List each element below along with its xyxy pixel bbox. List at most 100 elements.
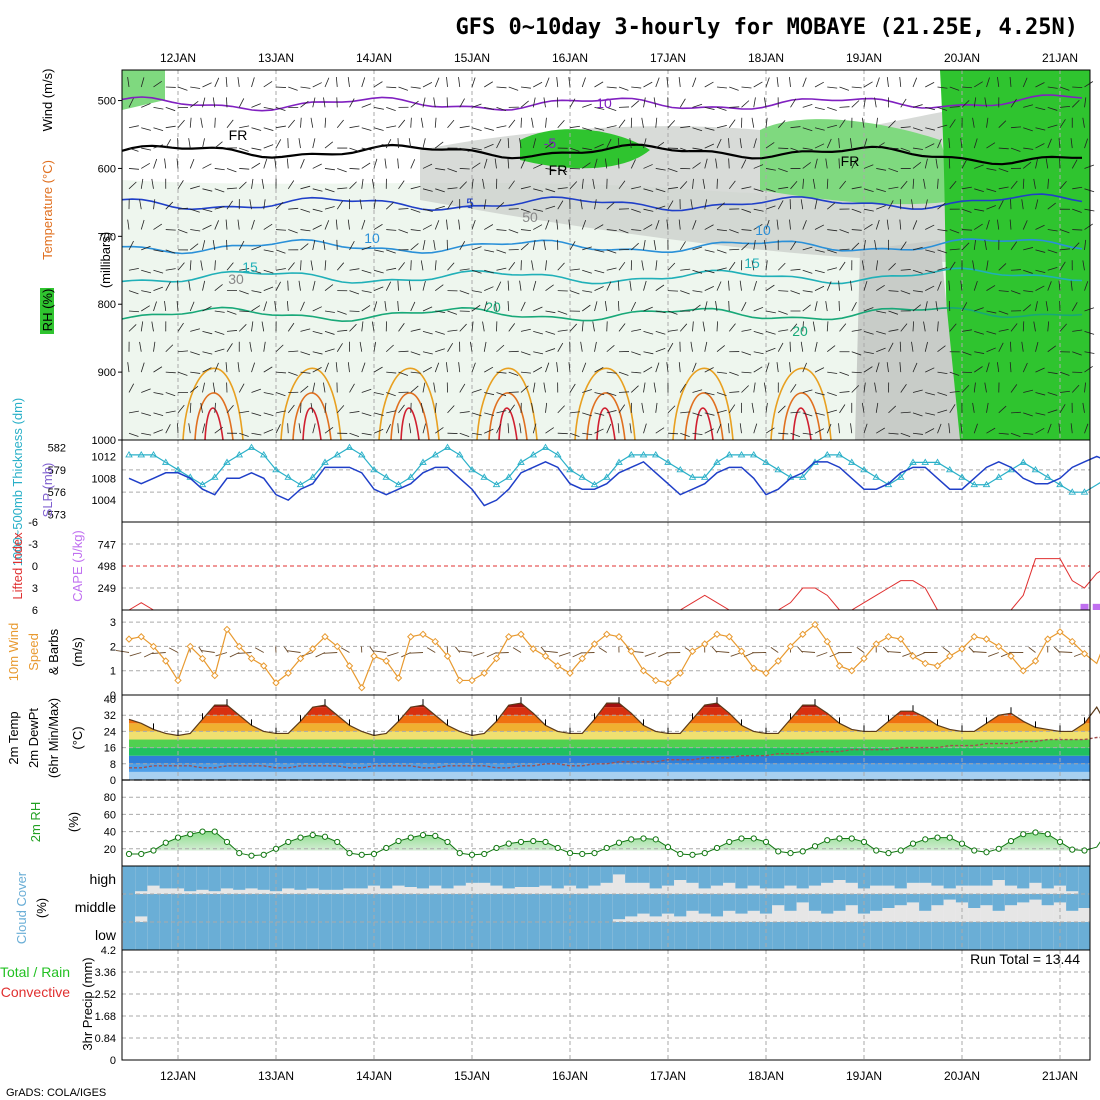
cloud-cell-fill <box>343 894 356 922</box>
wind-barb <box>251 219 255 230</box>
wind-barb <box>1047 86 1058 89</box>
wind-barb <box>190 243 199 251</box>
wind-barb <box>925 249 936 253</box>
cloud-cell-fill <box>122 894 136 922</box>
cloud-unit-label: (%) <box>34 898 49 918</box>
wind-barb <box>874 97 877 108</box>
wind-barb <box>1059 404 1066 414</box>
wind-barb <box>727 423 730 434</box>
contour-label: 20 <box>792 323 808 339</box>
cloud-cell-fill <box>1066 866 1079 892</box>
wind-barb <box>1010 323 1018 332</box>
wind-barb <box>1035 224 1045 230</box>
date-label-bottom: 20JAN <box>944 1069 980 1083</box>
wind-barb <box>1021 341 1024 352</box>
wind-barb <box>1010 199 1012 210</box>
wind-barb <box>875 77 880 88</box>
cloud-cell-fill <box>968 866 981 886</box>
wind-barb <box>839 106 850 108</box>
wind-barb <box>629 280 632 291</box>
wind-barb <box>398 404 405 414</box>
wind-barb <box>778 310 788 315</box>
wind-barb <box>141 147 152 151</box>
wind-barb <box>618 180 626 190</box>
wind-barb <box>410 117 412 128</box>
thickness-point <box>357 451 366 458</box>
wind-barb <box>924 199 928 210</box>
wind-barb <box>349 323 357 332</box>
wind-barb <box>251 103 261 108</box>
wind-barb <box>765 427 775 434</box>
wind-barb <box>728 119 736 128</box>
wind-barb <box>520 208 531 213</box>
wind-barb <box>1035 285 1045 291</box>
wind-barb <box>455 646 461 653</box>
wind-barb <box>729 229 739 234</box>
wind-barb <box>459 290 470 295</box>
cloud-cell-fill <box>282 894 295 922</box>
wind-barb <box>459 268 470 271</box>
wind-barb <box>556 219 559 230</box>
wind-barb <box>188 423 191 434</box>
wind-barb <box>594 199 597 210</box>
rh-point <box>530 837 537 845</box>
wind-barb <box>961 329 972 332</box>
rh-shade-green <box>760 119 960 205</box>
wind-barb <box>337 168 347 173</box>
wind-barb <box>741 385 749 393</box>
wind-barb <box>189 301 195 312</box>
rh-tick-label: 60 <box>104 809 116 821</box>
wind-barb <box>900 432 911 438</box>
wind-barb <box>239 125 250 129</box>
wind-barb <box>128 310 140 313</box>
wind-barb <box>765 260 768 271</box>
wind-barb <box>716 371 727 374</box>
wind-barb <box>568 76 571 88</box>
wind-barb <box>973 97 977 108</box>
cloud-cell-fill <box>478 894 491 922</box>
wind-barb <box>851 385 860 393</box>
wind-barb <box>802 246 813 251</box>
rh-point <box>726 838 733 846</box>
wind10-barbs-label: & Barbs <box>46 628 61 675</box>
wind-barb <box>557 405 565 414</box>
wind-barb <box>519 423 522 434</box>
wind-barb <box>312 224 322 230</box>
wind-speed-point <box>505 633 513 641</box>
cloud-cell-fill <box>612 894 626 920</box>
wind-barb <box>300 385 309 393</box>
cloud-cell-fill <box>992 866 1005 880</box>
cloud-cell <box>1029 894 1042 922</box>
date-label-bottom: 14JAN <box>356 1069 392 1083</box>
wind-barb <box>617 280 620 291</box>
wind-barb <box>974 330 984 335</box>
wind-barb <box>422 423 426 434</box>
wind-barb <box>923 178 926 189</box>
wind-barb <box>802 290 813 293</box>
wind-barb <box>739 138 742 149</box>
wind-barb <box>508 262 516 271</box>
cloud-cell-fill <box>1078 894 1090 908</box>
wind-barb <box>239 290 249 295</box>
wind-barb <box>802 147 813 150</box>
cloud-cell-fill <box>294 922 307 950</box>
wind-barb <box>594 286 604 292</box>
wind-barb <box>545 284 554 291</box>
wind-barb <box>1059 371 1070 376</box>
wind-barb <box>839 86 850 91</box>
wind-barb <box>447 262 455 271</box>
wind-barb <box>165 371 176 374</box>
wind-barb <box>410 351 421 356</box>
cloud-cell-fill <box>441 866 454 889</box>
wind-barb <box>189 385 199 393</box>
wind-speed-point <box>1019 667 1027 675</box>
cloud-cell-fill <box>233 894 246 922</box>
wind-barb <box>324 426 334 434</box>
wind-barb <box>226 119 234 128</box>
wind-speed-point <box>860 654 868 663</box>
thickness-point <box>431 451 440 458</box>
wind-barb <box>543 97 546 108</box>
temp-unit-label: (°C) <box>70 726 85 749</box>
thickness-point <box>382 473 391 480</box>
wind-barb <box>1059 261 1066 271</box>
